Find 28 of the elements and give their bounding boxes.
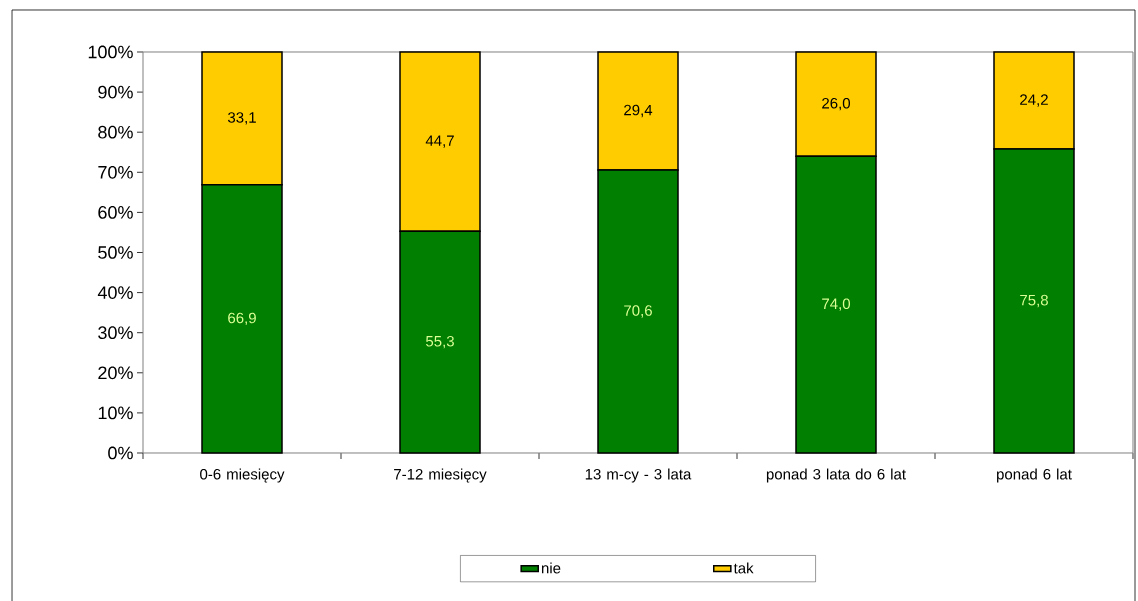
x-tick-label: ponad 6 lat	[997, 468, 1072, 483]
legend-label: tak	[733, 562, 754, 574]
y-tick-label: 70%	[98, 165, 133, 179]
x-tick-label: 13 m-cy - 3 lata	[585, 468, 692, 483]
x-tick-label: ponad 3 lata do 6 lat	[766, 468, 906, 483]
y-tick-label: 60%	[98, 206, 133, 219]
y-tick-label: 90%	[98, 85, 133, 99]
y-tick-label: 80%	[98, 125, 133, 139]
data-label: 66,9	[228, 312, 256, 326]
y-tick-label: 20%	[98, 366, 133, 380]
x-tick-label: 7-12 miesięcy	[394, 468, 487, 483]
y-tick-label: 30%	[98, 326, 133, 340]
data-label: 44,7	[425, 135, 454, 148]
data-label: 74,0	[822, 298, 850, 311]
x-tick-label: 0-6 miesięcy	[200, 468, 285, 483]
data-label: 70,6	[624, 305, 652, 318]
legend-label: nie	[541, 562, 561, 574]
data-label: 33,1	[227, 112, 256, 125]
y-tick-label: 100%	[88, 45, 133, 59]
y-tick-label: 40%	[97, 286, 133, 299]
data-label: 75,8	[1020, 294, 1048, 308]
data-label: 26,0	[822, 97, 850, 111]
y-tick-label: 10%	[98, 406, 133, 420]
y-tick-label: 50%	[98, 246, 133, 259]
y-tick-label: 0%	[108, 446, 133, 460]
data-label: 55,3	[426, 335, 454, 349]
data-label: 24,2	[1020, 94, 1048, 107]
data-label: 29,4	[624, 104, 653, 118]
